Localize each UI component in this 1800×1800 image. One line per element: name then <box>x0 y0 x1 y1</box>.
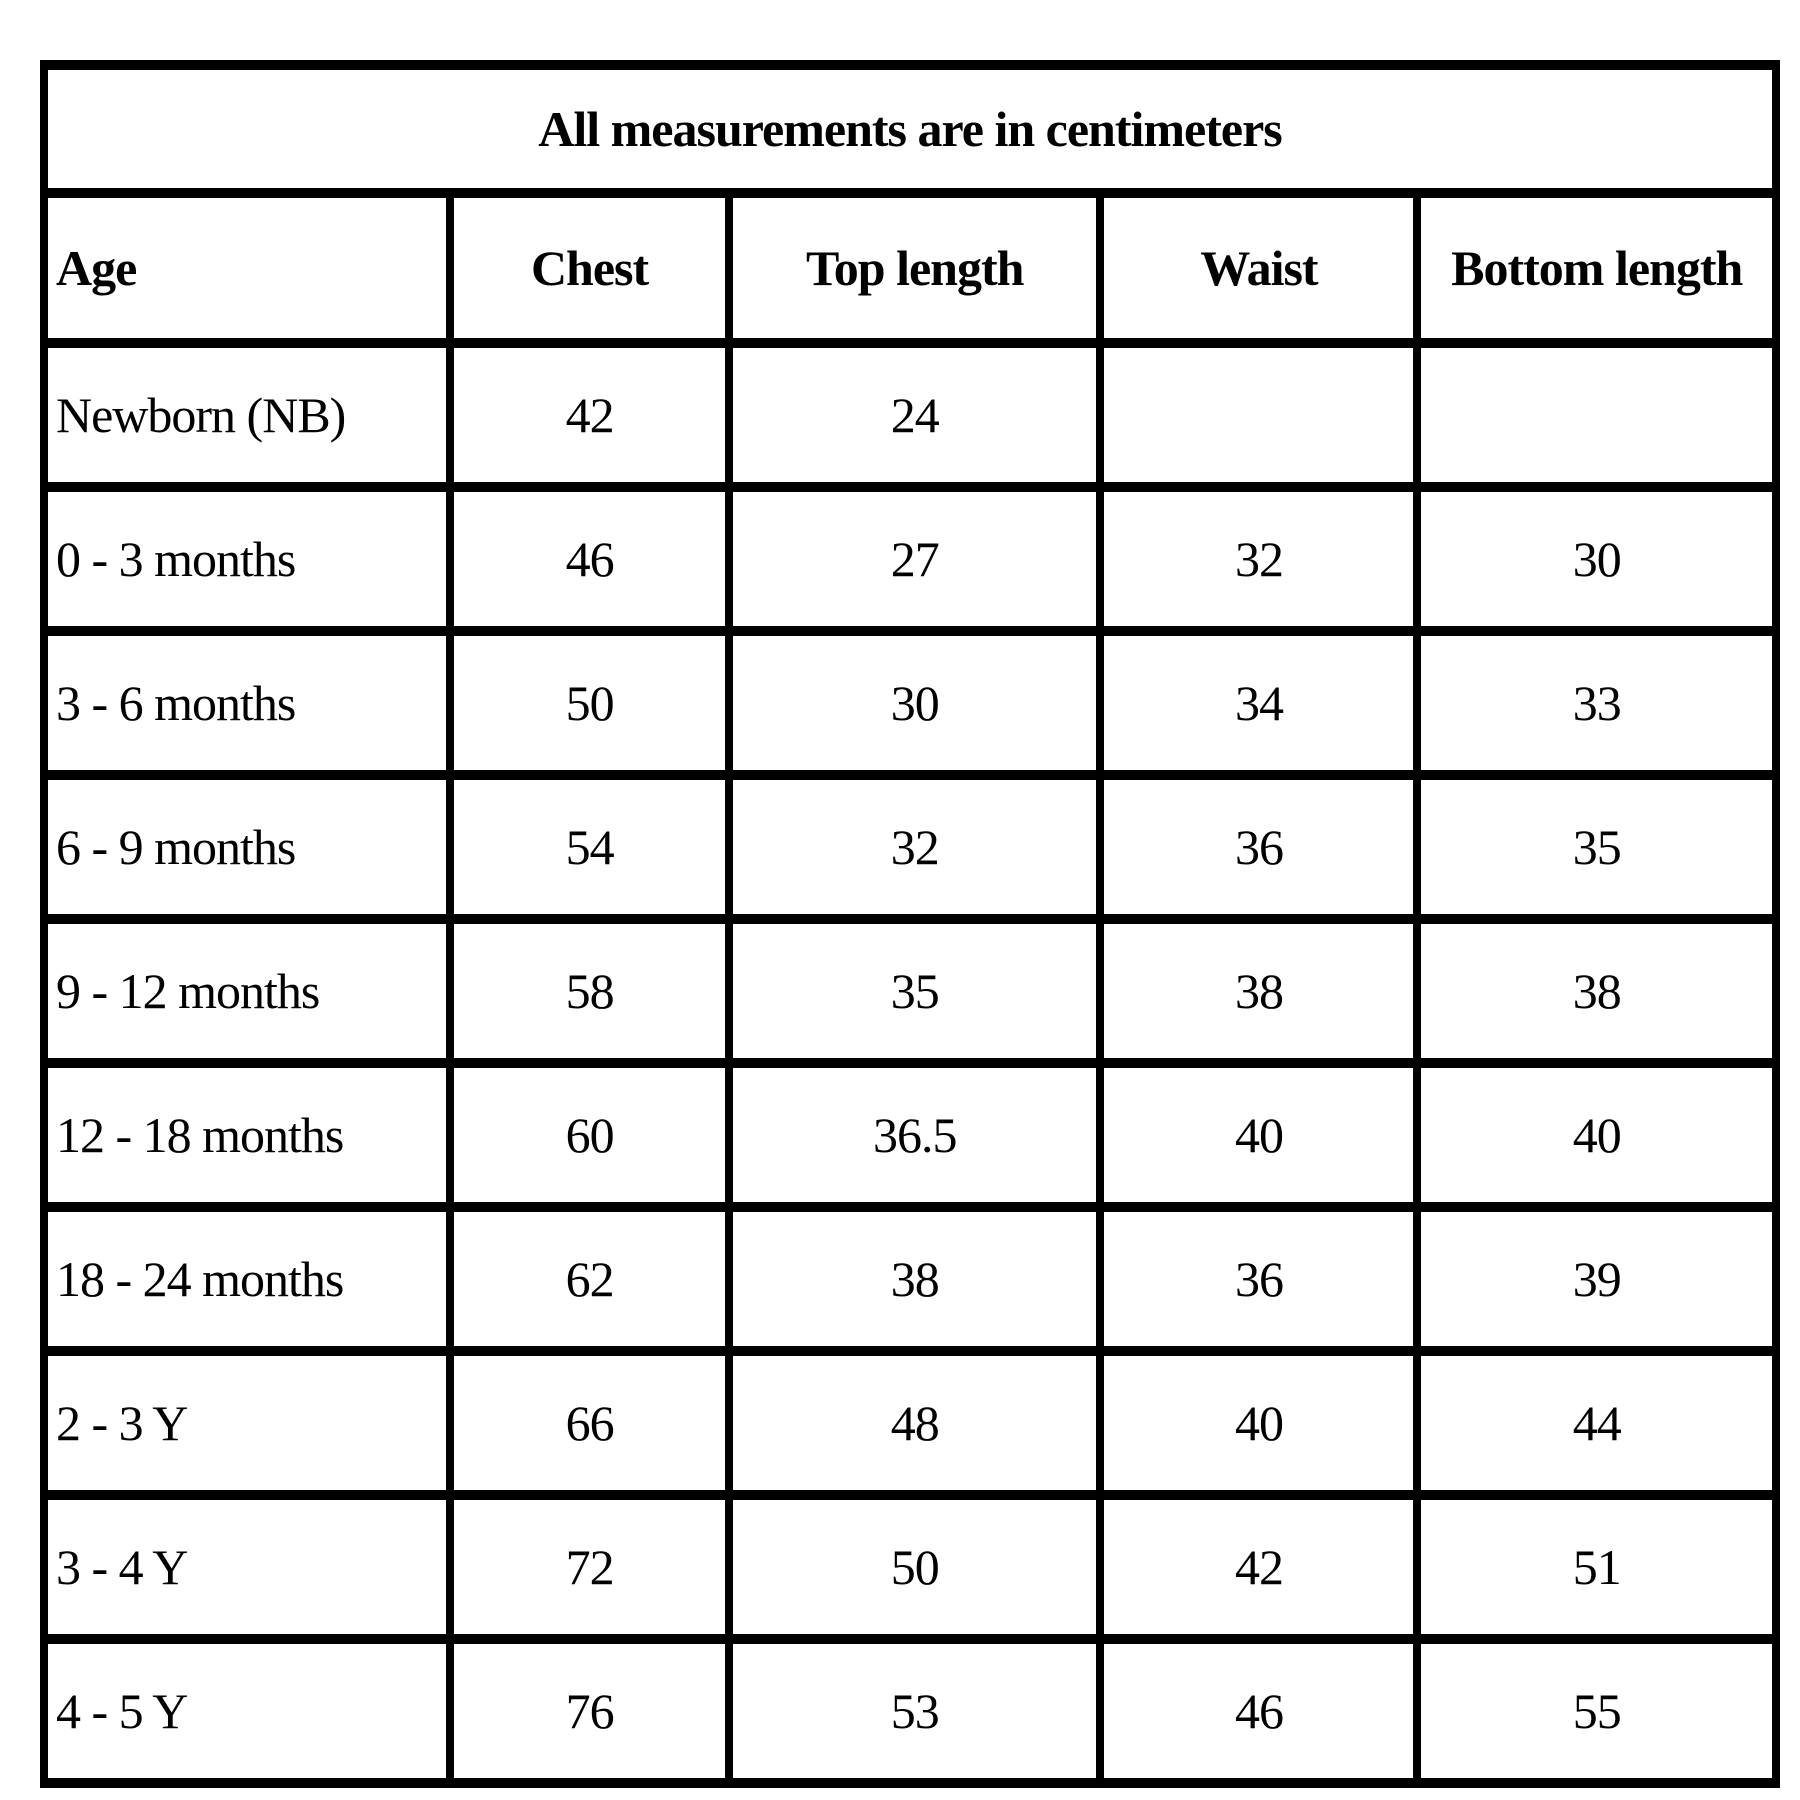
cell-bottom-length: 51 <box>1413 1490 1780 1644</box>
cell-age: 3 - 6 months <box>39 626 455 780</box>
cell-top-length: 24 <box>724 338 1105 492</box>
cell-top-length: 35 <box>724 914 1105 1068</box>
cell-top-length: 53 <box>724 1634 1105 1788</box>
table-row: 9 - 12 months 58 35 38 38 <box>39 914 1780 1068</box>
cell-age: 18 - 24 months <box>39 1202 455 1356</box>
table-row: 4 - 5 Y 76 53 46 55 <box>39 1634 1780 1788</box>
cell-top-length: 48 <box>724 1346 1105 1500</box>
table-row: 12 - 18 months 60 36.5 40 40 <box>39 1058 1780 1212</box>
cell-chest: 54 <box>446 770 733 924</box>
size-chart-table: All measurements are in centimeters Age C… <box>39 60 1780 1788</box>
cell-waist: 46 <box>1096 1634 1422 1788</box>
table-row: 3 - 4 Y 72 50 42 51 <box>39 1490 1780 1644</box>
table-title: All measurements are in centimeters <box>40 60 1780 198</box>
cell-bottom-length: 39 <box>1413 1202 1780 1356</box>
cell-bottom-length: 35 <box>1413 770 1780 924</box>
column-header-waist: Waist <box>1096 188 1422 348</box>
cell-age: 3 - 4 Y <box>39 1490 455 1644</box>
cell-chest: 50 <box>446 626 733 780</box>
cell-chest: 58 <box>446 914 733 1068</box>
cell-top-length: 30 <box>724 626 1105 780</box>
cell-waist: 38 <box>1096 914 1422 1068</box>
cell-bottom-length: 38 <box>1413 914 1780 1068</box>
cell-waist: 42 <box>1096 1490 1422 1644</box>
cell-age: 4 - 5 Y <box>39 1634 455 1788</box>
cell-waist: 34 <box>1096 626 1422 780</box>
table-header-row: Age Chest Top length Waist Bottom length <box>39 188 1780 348</box>
cell-bottom-length: 44 <box>1413 1346 1780 1500</box>
column-header-chest: Chest <box>446 188 733 348</box>
table-row: 6 - 9 months 54 32 36 35 <box>39 770 1780 924</box>
cell-bottom-length: 30 <box>1413 482 1780 636</box>
column-header-top-length: Top length <box>724 188 1105 348</box>
cell-waist: 36 <box>1096 770 1422 924</box>
cell-age: 6 - 9 months <box>39 770 455 924</box>
cell-top-length: 27 <box>724 482 1105 636</box>
cell-waist: 40 <box>1096 1058 1422 1212</box>
cell-chest: 46 <box>446 482 733 636</box>
cell-age: 2 - 3 Y <box>39 1346 455 1500</box>
cell-age: 12 - 18 months <box>39 1058 455 1212</box>
cell-chest: 60 <box>446 1058 733 1212</box>
cell-chest: 42 <box>446 338 733 492</box>
column-header-bottom-length: Bottom length <box>1413 188 1780 348</box>
cell-chest: 62 <box>446 1202 733 1356</box>
cell-bottom-length <box>1413 338 1780 492</box>
cell-waist: 32 <box>1096 482 1422 636</box>
table-title-row: All measurements are in centimeters <box>40 60 1780 198</box>
cell-chest: 76 <box>446 1634 733 1788</box>
cell-chest: 66 <box>446 1346 733 1500</box>
table-row: 18 - 24 months 62 38 36 39 <box>39 1202 1780 1356</box>
cell-top-length: 50 <box>724 1490 1105 1644</box>
cell-bottom-length: 33 <box>1413 626 1780 780</box>
cell-bottom-length: 40 <box>1413 1058 1780 1212</box>
table-row: Newborn (NB) 42 24 <box>39 338 1780 492</box>
cell-waist <box>1096 338 1422 492</box>
cell-age: Newborn (NB) <box>39 338 455 492</box>
cell-age: 9 - 12 months <box>39 914 455 1068</box>
column-header-age: Age <box>39 188 455 348</box>
cell-bottom-length: 55 <box>1413 1634 1780 1788</box>
cell-top-length: 36.5 <box>724 1058 1105 1212</box>
table-row: 2 - 3 Y 66 48 40 44 <box>39 1346 1780 1500</box>
cell-chest: 72 <box>446 1490 733 1644</box>
table-row: 0 - 3 months 46 27 32 30 <box>39 482 1780 636</box>
cell-top-length: 32 <box>724 770 1105 924</box>
cell-top-length: 38 <box>724 1202 1105 1356</box>
cell-age: 0 - 3 months <box>39 482 455 636</box>
cell-waist: 40 <box>1096 1346 1422 1500</box>
table-row: 3 - 6 months 50 30 34 33 <box>39 626 1780 780</box>
cell-waist: 36 <box>1096 1202 1422 1356</box>
